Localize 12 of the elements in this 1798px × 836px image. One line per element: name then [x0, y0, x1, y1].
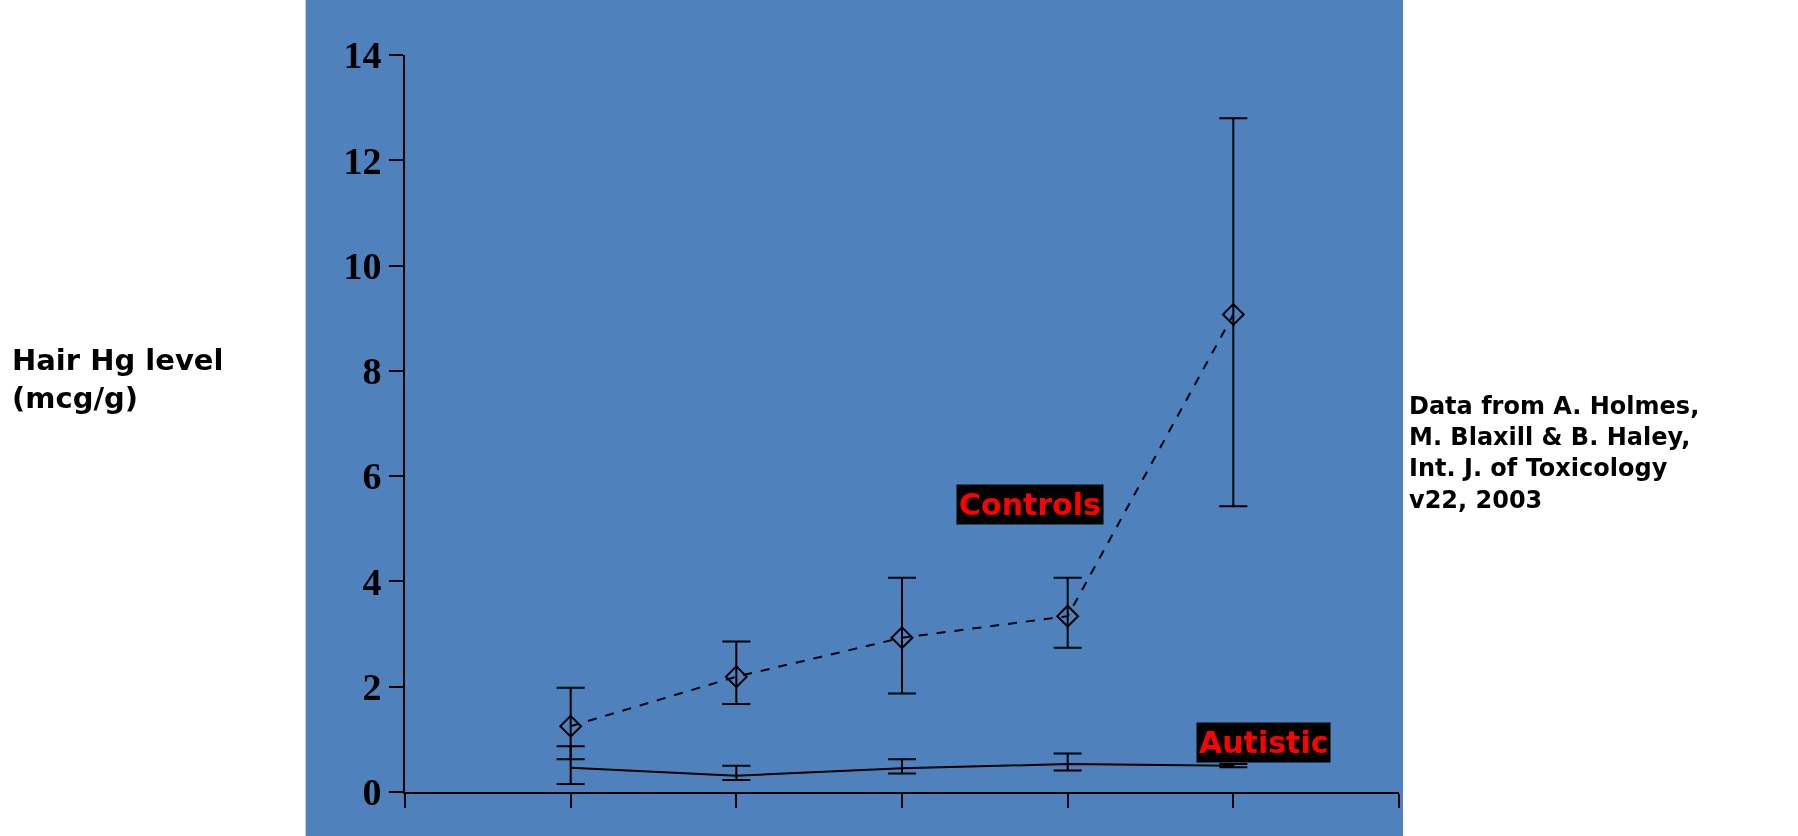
text: Hair Hg level (mcg/g) [12, 343, 224, 415]
series-label: Controls [959, 487, 1101, 522]
y-tick-label: 6 [362, 455, 382, 498]
y-tick-label: 8 [362, 350, 382, 393]
y-tick-label: 2 [362, 666, 382, 709]
y-tick-label: 0 [362, 771, 382, 814]
y-tick-label: 10 [343, 244, 382, 287]
text: Data from A. Holmes, M. Blaxill & B. Haley, Int. J. of Toxicology v22, 2003 [1409, 392, 1700, 514]
series-label: Autistic [1199, 725, 1329, 760]
y-tick-label: 12 [343, 139, 382, 182]
y-tick-label: 14 [343, 34, 382, 77]
y-tick-label: 4 [362, 560, 382, 603]
